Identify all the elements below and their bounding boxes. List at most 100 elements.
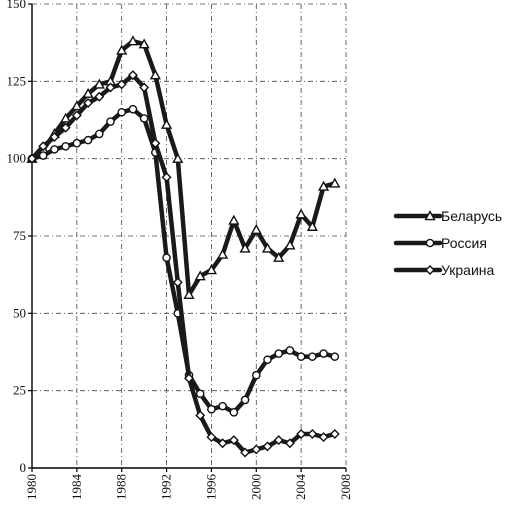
data-point [296, 352, 306, 361]
data-point [319, 349, 328, 358]
data-point [138, 38, 150, 49]
data-point [317, 180, 330, 191]
data-point [127, 70, 138, 81]
data-point [284, 239, 296, 250]
data-point [306, 220, 318, 231]
data-point [106, 117, 115, 126]
data-point [206, 432, 217, 443]
series-line [29, 38, 338, 298]
legend: Беларусь Россия Украина [393, 208, 502, 278]
data-point [83, 97, 94, 108]
data-point [82, 87, 94, 98]
series-2 [27, 104, 340, 417]
data-point [274, 349, 284, 358]
data-point [71, 100, 83, 111]
data-point [38, 151, 48, 160]
data-point [195, 389, 205, 399]
data-point [139, 114, 149, 123]
data-point [149, 69, 161, 80]
data-point [116, 44, 128, 55]
data-point [217, 438, 228, 449]
data-point [105, 82, 116, 93]
data-point [308, 352, 317, 361]
data-point [162, 253, 171, 262]
data-point [295, 208, 307, 219]
data-point [240, 395, 250, 405]
data-point [183, 288, 195, 299]
x-tick-label: 2000 [248, 474, 263, 500]
data-point [329, 428, 340, 439]
data-point [228, 214, 240, 225]
y-tick-label: 150 [7, 0, 27, 11]
data-point [94, 91, 105, 102]
legend-item-1: Беларусь [393, 208, 502, 224]
legend-label: Россия [441, 235, 487, 251]
data-point [195, 410, 206, 421]
data-point [161, 172, 172, 183]
data-point [228, 435, 239, 446]
data-point [127, 35, 139, 46]
data-point [72, 138, 82, 148]
data-point [60, 112, 72, 123]
y-tick-label: 25 [13, 383, 26, 398]
x-tick-label: 1980 [24, 474, 39, 500]
data-point [184, 373, 194, 384]
data-point [218, 401, 227, 411]
x-tick-label: 2004 [293, 474, 308, 501]
x-axis-ticks: 1980 1984 1988 1992 1996 2000 2004 2008 [24, 468, 353, 500]
data-point [71, 110, 82, 121]
legend-item-2: Россия [393, 235, 487, 251]
y-tick-label: 125 [7, 73, 27, 88]
x-tick-label: 1992 [159, 474, 174, 500]
data-point [273, 251, 285, 262]
data-point [117, 107, 127, 117]
legend-marker [425, 238, 435, 248]
grid-lines [32, 3, 347, 468]
data-point [261, 242, 274, 253]
data-point [150, 138, 161, 149]
x-tick-label: 1988 [114, 474, 129, 500]
data-point [284, 438, 295, 449]
y-tick-label: 100 [7, 151, 27, 166]
series-line [29, 72, 338, 455]
data-point [172, 152, 184, 163]
data-point [307, 428, 318, 439]
data-point [229, 408, 239, 417]
data-point [273, 435, 284, 446]
data-point [263, 355, 272, 365]
series-3 [27, 70, 340, 458]
data-point [94, 129, 104, 139]
legend-marker [425, 265, 435, 275]
y-tick-label: 50 [13, 305, 26, 320]
data-point [262, 441, 273, 452]
legend-label: Украина [441, 262, 495, 278]
x-tick-label: 2008 [338, 474, 353, 500]
data-point [139, 82, 150, 93]
data-point [38, 141, 49, 152]
data-point [239, 242, 251, 253]
data-point [217, 248, 229, 259]
data-point [285, 346, 295, 355]
data-point [50, 145, 59, 154]
series-line [29, 106, 338, 415]
data-point [207, 404, 216, 414]
y-axis-ticks: 0 25 50 75 100 125 150 [7, 0, 32, 475]
data-point [251, 444, 262, 455]
x-tick-label: 1996 [203, 474, 218, 501]
data-point [329, 177, 341, 188]
series-group [26, 35, 341, 458]
data-point [93, 78, 105, 89]
data-point [49, 132, 60, 143]
legend-item-3: Украина [393, 262, 495, 278]
data-point [61, 141, 70, 151]
data-point [116, 79, 127, 90]
series-1 [26, 35, 341, 299]
data-point [330, 352, 340, 361]
data-point [83, 135, 93, 145]
y-tick-label: 75 [13, 228, 26, 243]
data-point [27, 153, 37, 164]
data-point [128, 104, 138, 114]
data-point [172, 277, 183, 288]
data-point [251, 370, 261, 380]
